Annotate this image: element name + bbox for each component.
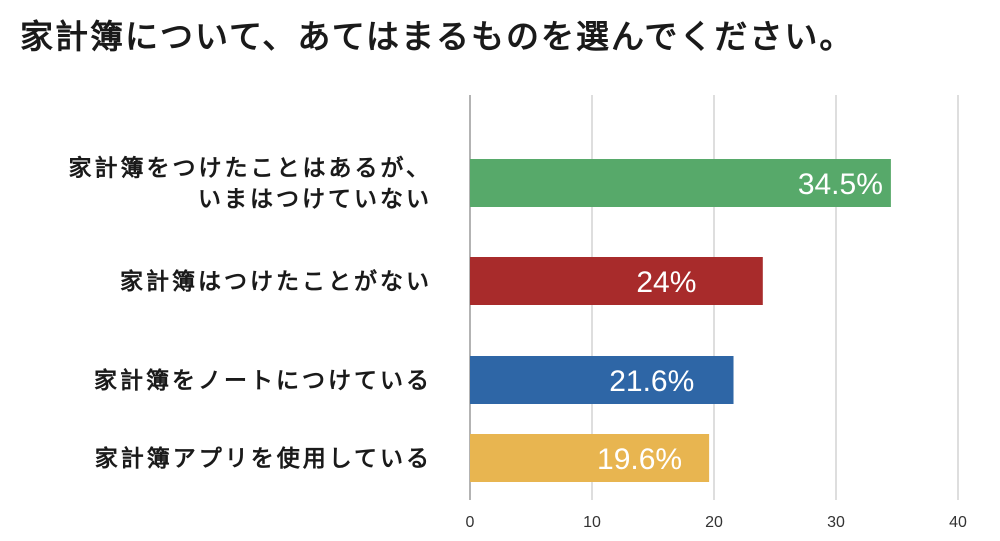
data-label: 24% (636, 266, 696, 299)
x-tick-label: 10 (583, 514, 601, 531)
chart-title: 家計簿について、あてはまるものを選んでください。 (20, 17, 855, 56)
x-tick-label: 40 (949, 514, 967, 531)
data-label: 19.6% (597, 443, 682, 476)
bar (470, 356, 734, 404)
x-tick-label: 0 (466, 514, 475, 531)
bar (470, 257, 763, 305)
bar (470, 159, 891, 207)
category-label: 家計簿をつけたことはあるが、 (68, 155, 432, 182)
category-label: 家計簿をノートにつけている (94, 367, 432, 394)
x-tick-label: 30 (827, 514, 845, 531)
bar (470, 434, 710, 482)
category-label: 家計簿はつけたことがない (120, 268, 432, 295)
x-tick-label: 20 (705, 514, 723, 531)
category-label: 家計簿アプリを使用している (95, 445, 432, 472)
category-label: いまはつけていない (198, 187, 432, 213)
data-label: 21.6% (609, 365, 694, 398)
data-label: 34.5% (798, 168, 883, 201)
